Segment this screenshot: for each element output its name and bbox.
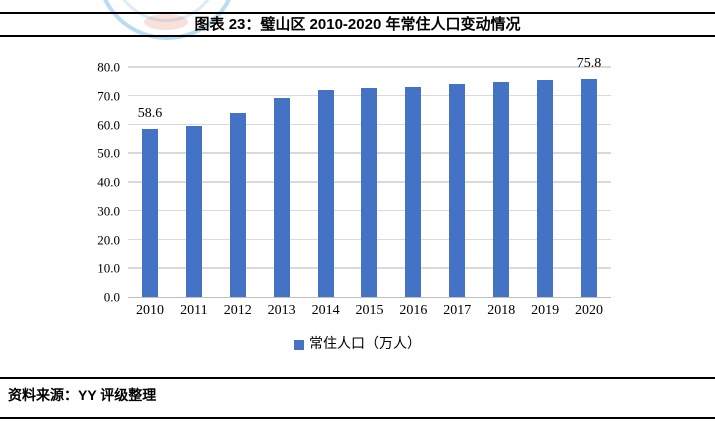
- y-tick-label: 50.0: [97, 145, 120, 161]
- bar-2017: [449, 84, 466, 297]
- x-tick-label-2016: 2016: [399, 303, 428, 318]
- legend-label: 常住人口（万人）: [309, 337, 421, 352]
- y-tick-label: 0.0: [103, 289, 120, 305]
- bar-slot-2017: [435, 67, 479, 297]
- y-tick-label: 80.0: [97, 59, 120, 75]
- y-tick-label: 10.0: [97, 260, 120, 276]
- x-tick-label-2020: 2020: [575, 303, 604, 318]
- bar-2019: [537, 80, 554, 297]
- bar-2015: [361, 88, 378, 297]
- bar-2014: [317, 89, 334, 297]
- bar-slot-2013: [260, 67, 304, 297]
- x-tick-label-2017: 2017: [443, 303, 472, 318]
- bar-slot-2014: [304, 67, 348, 297]
- bar-slot-2011: [172, 67, 216, 297]
- x-tick-label-2018: 2018: [487, 303, 516, 318]
- figure-title: 图表 23：璧山区 2010-2020 年常住人口变动情况: [194, 16, 521, 33]
- x-tick-label-2019: 2019: [531, 303, 560, 318]
- x-tick-label-2013: 2013: [267, 303, 296, 318]
- x-tick-label-2012: 2012: [223, 303, 252, 318]
- bar-2012: [229, 112, 246, 297]
- source-top-divider: [0, 377, 715, 379]
- y-tick-label: 60.0: [97, 117, 120, 132]
- y-tick-label: 70.0: [97, 88, 120, 104]
- y-tick-label: 20.0: [97, 232, 120, 247]
- bar-2011: [185, 125, 202, 297]
- legend: 常住人口（万人）: [0, 337, 715, 353]
- bar-2020: [581, 79, 598, 297]
- bar-2010: [141, 128, 158, 297]
- bar-slot-2020: 75.8: [567, 57, 611, 297]
- legend-marker-icon: [294, 340, 304, 350]
- title-bottom-divider: [0, 35, 715, 37]
- bar-2013: [273, 97, 290, 297]
- x-tick-label-2015: 2015: [355, 303, 384, 318]
- bar-slot-2010: 58.6: [128, 67, 172, 297]
- source-text: 资料来源：YY 评级整理: [8, 387, 157, 403]
- population-bar-chart: 0.0 10.0 20.0 30.0 40.0 50.0 60.0 70.0 80.0 58.6…: [0, 40, 715, 370]
- bar-slot-2016: [391, 67, 435, 297]
- bottom-divider: [0, 417, 715, 419]
- x-axis: 2010 2011 2012 2013 2014 2015 2016 2017 2018 2019…: [128, 303, 611, 319]
- gridline: [128, 66, 611, 68]
- top-divider: [0, 12, 715, 14]
- bar-slot-2012: [216, 67, 260, 297]
- plot-area: 58.6 75.8: [128, 57, 611, 298]
- y-tick-label: 30.0: [97, 203, 120, 219]
- x-tick-label-2010: 2010: [135, 303, 164, 318]
- y-tick-label: 40.0: [97, 174, 120, 190]
- bar-2016: [405, 87, 422, 297]
- bar-slot-2019: [523, 67, 567, 297]
- bar-slot-2018: [479, 67, 523, 297]
- y-axis: 0.0 10.0 20.0 30.0 40.0 50.0 60.0 70.0 80.0: [58, 61, 120, 304]
- data-label-2020: 75.8: [576, 56, 602, 72]
- x-tick-label-2011: 2011: [180, 303, 208, 318]
- bar-2018: [493, 81, 510, 297]
- bar-slot-2015: [348, 67, 392, 297]
- data-label-2010: 58.6: [137, 105, 163, 121]
- x-tick-label-2014: 2014: [311, 303, 340, 318]
